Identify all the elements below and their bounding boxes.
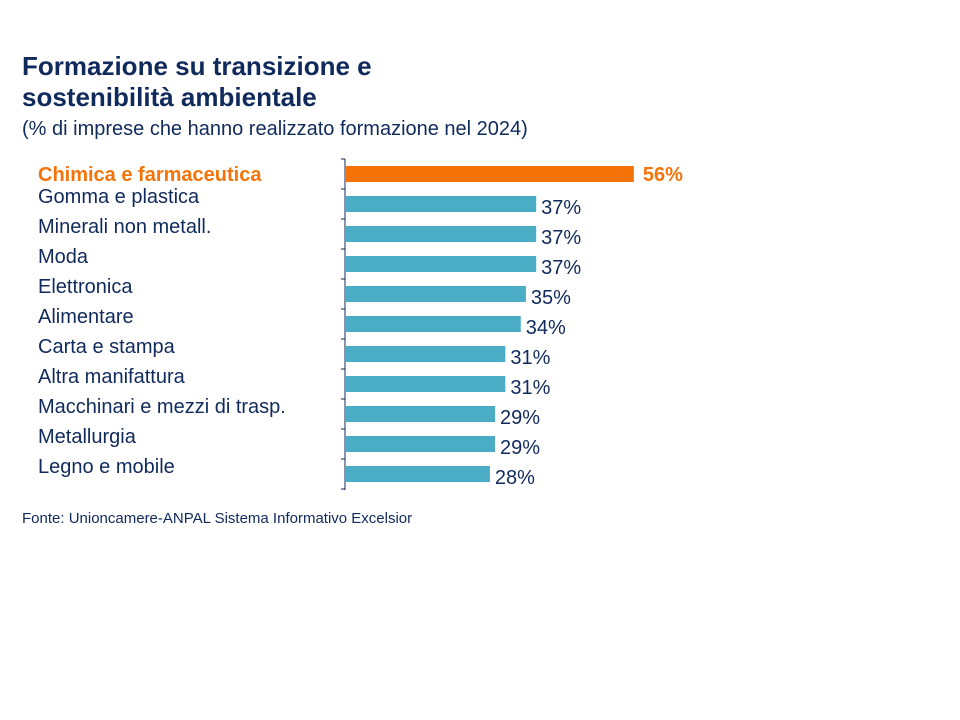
- category-label: Metallurgia: [38, 426, 137, 448]
- bar: [346, 226, 537, 242]
- source-note: Fonte: Unioncamere-ANPAL Sistema Informa…: [22, 510, 413, 527]
- category-label: Altra manifattura: [38, 366, 186, 388]
- category-label: Macchinari e mezzi di trasp.: [38, 396, 286, 418]
- data-label: 37%: [541, 257, 581, 279]
- chart-subtitle: (% di imprese che hanno realizzato forma…: [22, 118, 528, 140]
- category-label: Alimentare: [38, 306, 134, 328]
- bar: [346, 436, 496, 452]
- data-label: 56%: [643, 164, 683, 186]
- category-label: Carta e stampa: [38, 336, 176, 358]
- bar: [346, 166, 634, 182]
- bar: [346, 406, 496, 422]
- data-label: 31%: [510, 377, 550, 399]
- data-label: 29%: [500, 407, 540, 429]
- data-label: 37%: [541, 197, 581, 219]
- category-label: Minerali non metall.: [38, 216, 211, 238]
- category-label: Chimica e farmaceutica: [38, 164, 262, 186]
- data-label: 29%: [500, 437, 540, 459]
- category-label: Legno e mobile: [38, 456, 175, 478]
- bar: [346, 376, 506, 392]
- data-label: 37%: [541, 227, 581, 249]
- category-label: Moda: [38, 246, 89, 268]
- bar: [346, 256, 537, 272]
- bar: [346, 196, 537, 212]
- category-label: Gomma e plastica: [38, 186, 200, 208]
- bar: [346, 286, 526, 302]
- category-label: Elettronica: [38, 276, 133, 298]
- chart-title: Formazione su transizione e sostenibilit…: [22, 51, 372, 112]
- bar: [346, 466, 490, 482]
- data-label: 28%: [495, 467, 535, 489]
- bar: [346, 316, 521, 332]
- data-label: 35%: [531, 287, 571, 309]
- data-label: 34%: [526, 317, 566, 339]
- data-label: 31%: [510, 347, 550, 369]
- bar: [346, 346, 506, 362]
